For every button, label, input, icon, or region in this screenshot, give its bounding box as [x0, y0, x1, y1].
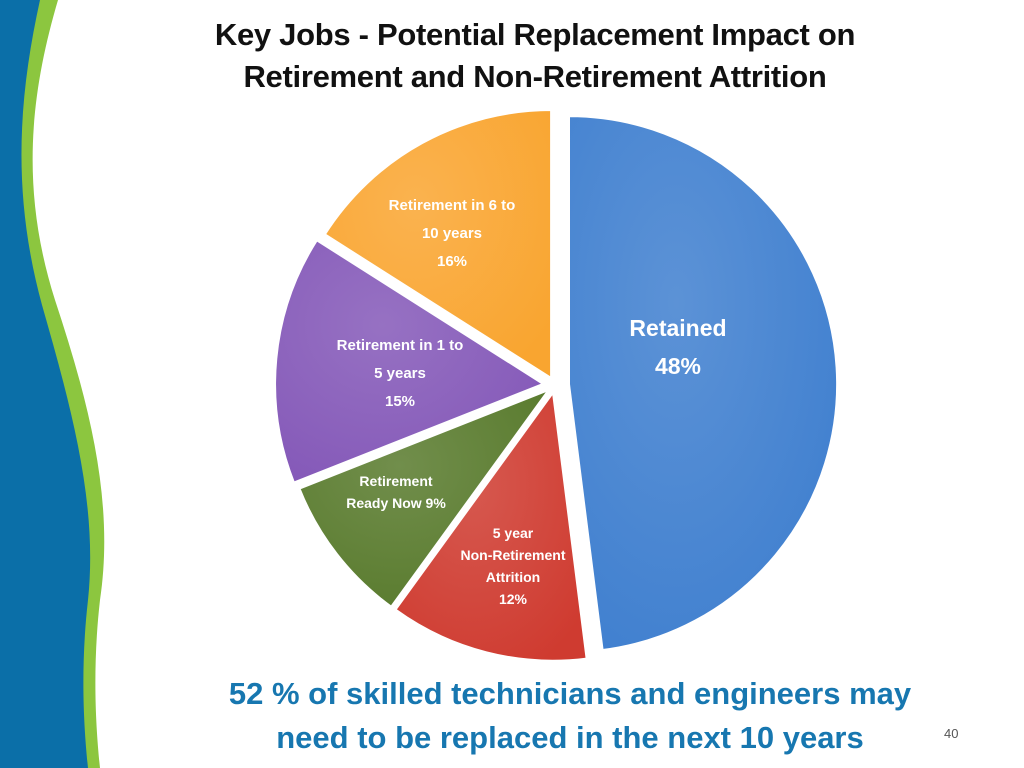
pie-slice-one-to-five — [274, 238, 546, 484]
slice-label-line: Retained — [629, 315, 726, 341]
slice-label-line: 16% — [437, 253, 467, 270]
slice-label-one-to-five: Retirement in 1 to 5 years 15% — [337, 337, 464, 410]
slice-label-ready-now: Retirement Ready Now 9% — [346, 473, 446, 511]
slice-label-line: Retirement in 1 to — [337, 337, 464, 354]
pie-slice-ready-now — [298, 387, 552, 609]
left-wave-decoration — [0, 0, 105, 768]
slice-label-line: Ready Now 9% — [346, 495, 446, 511]
slice-label-retained: Retained 48% — [629, 315, 726, 379]
slice-label-line: 12% — [499, 591, 528, 607]
title-line-1: Key Jobs - Potential Replacement Impact … — [214, 17, 856, 52]
slice-label-line: 48% — [655, 353, 701, 379]
slice-label-six-to-ten: Retirement in 6 to 10 years 16% — [389, 197, 516, 270]
title-line-2: Retirement and Non-Retirement Attrition — [243, 59, 827, 94]
slice-label-line: 5 year — [493, 525, 534, 541]
slice-label-line: Retirement in 6 to — [389, 197, 516, 214]
slice-label-line: Retirement — [359, 473, 432, 489]
slice-label-line: 15% — [385, 393, 415, 410]
page-number: 40 — [944, 726, 959, 741]
slice-label-non-retirement: 5 year Non-Retirement Attrition 12% — [460, 525, 565, 607]
pie-slice-non-retirement — [394, 390, 588, 662]
slice-label-line: Non-Retirement — [460, 547, 565, 563]
pie-slice-six-to-ten — [323, 108, 553, 380]
slice-label-line: Attrition — [486, 569, 540, 585]
footer-line-1: 52 % of skilled technicians and engineer… — [228, 676, 912, 711]
slice-label-line: 10 years — [422, 225, 482, 242]
slide-title: Key Jobs - Potential Replacement Impact … — [130, 14, 940, 98]
slice-label-line: 5 years — [374, 365, 426, 382]
footer-line-2: need to be replaced in the next 10 years — [276, 720, 864, 755]
pie-slice-retained — [568, 115, 839, 652]
footer-statement: 52 % of skilled technicians and engineer… — [120, 672, 1020, 760]
